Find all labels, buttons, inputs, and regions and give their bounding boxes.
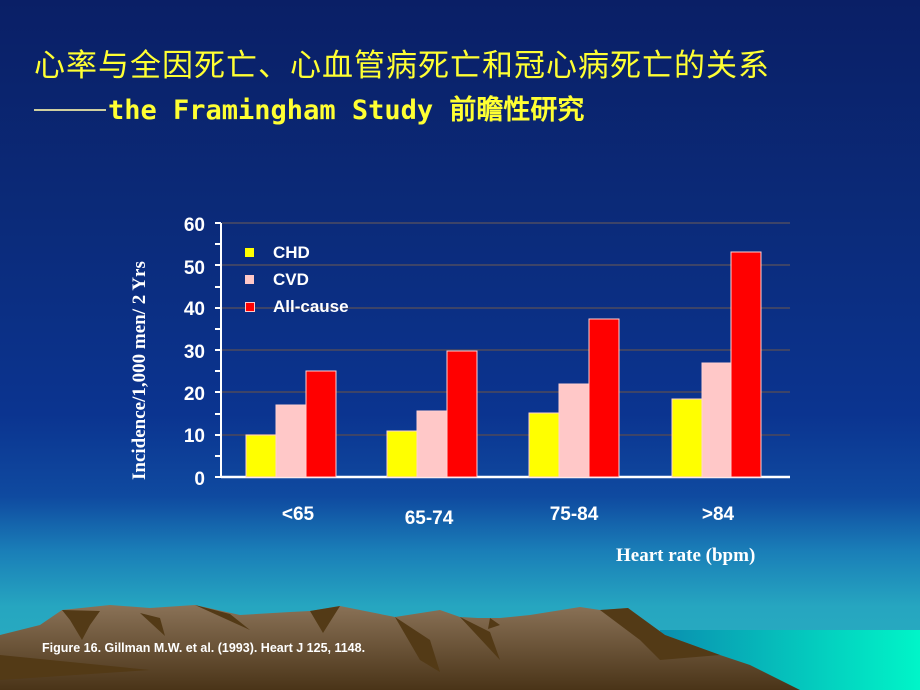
bar-all-lt65 xyxy=(305,370,337,478)
legend-swatch-chd xyxy=(245,248,254,257)
bar-cvd-75-84 xyxy=(558,383,590,478)
mountain-shadows xyxy=(0,605,720,680)
bar-all-gt84 xyxy=(730,251,762,478)
y-axis xyxy=(215,222,222,478)
subtitle-chinese: 前瞻性研究 xyxy=(449,95,585,126)
y-tick-30: 30 xyxy=(183,342,205,363)
y-tick-20: 20 xyxy=(183,384,205,405)
bar-cvd-gt84 xyxy=(701,362,733,478)
bar-all-65-74 xyxy=(446,350,478,478)
x-category-gt84: >84 xyxy=(701,504,735,525)
x-axis-label: Heart rate (bpm) xyxy=(616,545,756,566)
x-category-65-74: 65-74 xyxy=(404,508,454,529)
bars xyxy=(245,251,762,478)
bar-all-75-84 xyxy=(588,318,620,478)
y-tick-50: 50 xyxy=(183,258,205,279)
bar-cvd-65-74 xyxy=(416,410,448,478)
x-category-lt65: <65 xyxy=(281,504,315,525)
mountains xyxy=(0,605,800,690)
y-tick-40: 40 xyxy=(183,299,205,320)
slide-title: 心率与全因死亡、心血管病死亡和冠心病死亡的关系 xyxy=(34,48,770,84)
x-category-75-84: 75-84 xyxy=(549,504,599,525)
slide-subtitle: the Framingham Study 前瞻性研究 xyxy=(34,88,584,127)
bar-chd-lt65 xyxy=(245,434,277,478)
y-axis-label: Incidence/1,000 men/ 2 Yrs xyxy=(129,261,150,480)
dash-rule xyxy=(34,108,106,111)
y-tick-10: 10 xyxy=(183,426,205,447)
bar-chd-gt84 xyxy=(671,398,703,478)
legend-swatch-cvd xyxy=(245,275,254,284)
subtitle-english: the Framingham Study xyxy=(108,95,434,126)
legend-swatch-all-cause xyxy=(245,302,255,312)
citation: Figure 16. Gillman M.W. et al. (1993). H… xyxy=(42,641,366,655)
bar-cvd-lt65 xyxy=(275,404,307,478)
y-tick-0: 0 xyxy=(194,469,205,490)
bar-chd-75-84 xyxy=(528,412,560,478)
y-tick-60: 60 xyxy=(183,215,205,236)
bar-chd-65-74 xyxy=(386,430,418,478)
